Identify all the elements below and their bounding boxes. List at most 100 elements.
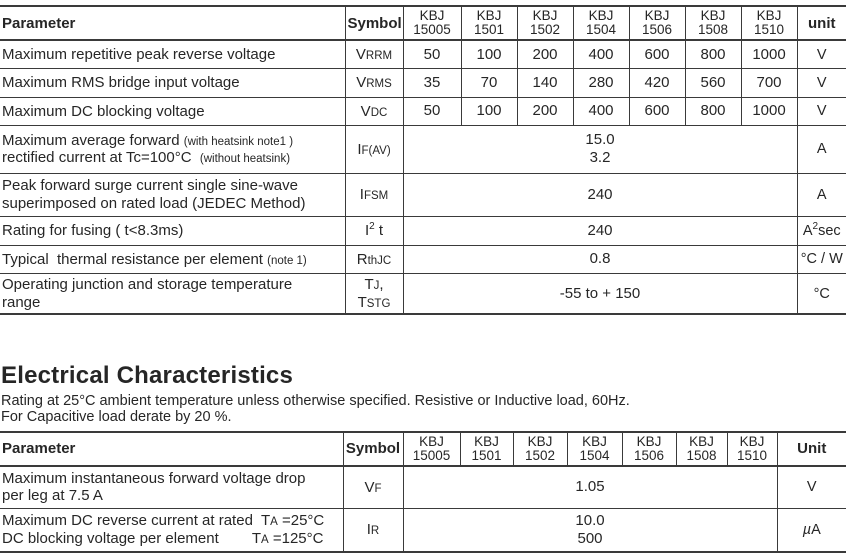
value-cell: 70 — [461, 68, 518, 98]
column-header-model: KBJ 1501 — [460, 430, 514, 468]
text-run: T — [357, 293, 367, 311]
section-subtitle-line2: For Capacitive load derate by 20 %. — [1, 409, 232, 426]
text-run: T — [364, 276, 374, 294]
value-cell: 1000 — [741, 40, 798, 69]
text-run: Maximum DC blocking voltage — [2, 102, 205, 120]
parameter-cell: Maximum average forward (with heatsink n… — [0, 125, 346, 174]
table-row: Maximum DC reverse current at rated TA =… — [0, 508, 846, 553]
value-cell: 1000 — [741, 97, 798, 126]
electrical-characteristics-title: Electrical Characteristics — [1, 362, 294, 390]
value-cell: 600 — [629, 40, 686, 69]
text-run: Maximum DC reverse current at rated T — [2, 512, 271, 530]
parameter-cell: Maximum instantaneous forward voltage dr… — [0, 466, 344, 509]
value-cell: 200 — [517, 40, 574, 69]
text-run: V — [364, 478, 375, 496]
symbol-cell: VRRM — [345, 40, 404, 69]
value-cell-merged: 10.0 500 — [403, 508, 778, 553]
text-run: R — [370, 525, 380, 538]
column-header-parameter: Parameter — [0, 430, 344, 468]
text-run: A — [270, 516, 278, 529]
text-run: I — [357, 140, 362, 158]
value-cell: 100 — [461, 97, 518, 126]
text-run: R — [356, 250, 368, 268]
symbol-cell: IF(AV) — [345, 125, 404, 174]
value-cell-merged: -55 to + 150 — [403, 273, 798, 316]
parameter-cell: Maximum RMS bridge input voltage — [0, 68, 346, 98]
value-cell: 560 — [685, 68, 742, 98]
parameter-cell: Maximum DC blocking voltage — [0, 97, 346, 126]
symbol-cell: VF — [343, 466, 404, 509]
text-run: DC — [370, 106, 388, 119]
column-header-unit: unit — [797, 4, 846, 42]
value-cell: 420 — [629, 68, 686, 98]
table-row: Peak forward surge current single sine-w… — [0, 173, 846, 217]
symbol-cell: RthJC — [345, 245, 404, 274]
text-run: thJC — [367, 254, 392, 267]
value-cell: 50 — [403, 97, 462, 126]
text-run: 2 — [812, 221, 819, 233]
text-run: =25°C — [277, 512, 325, 530]
unit-cell: V — [797, 97, 846, 126]
value-cell: 400 — [573, 40, 630, 69]
text-run: A — [811, 521, 821, 538]
text-run: (without heatsink) — [199, 153, 291, 166]
column-header-model: KBJ 1504 — [567, 430, 623, 468]
parameter-cell: Operating junction and storage temperatu… — [0, 273, 346, 316]
text-run: , — [379, 276, 384, 294]
symbol-cell: IFSM — [345, 173, 404, 217]
column-header-model: KBJ 1501 — [461, 4, 518, 42]
text-run: F — [374, 482, 382, 495]
value-cell-merged: 240 — [403, 216, 798, 246]
text-run: °C — [813, 285, 830, 302]
column-header-model: KBJ 1510 — [741, 4, 798, 42]
table-row: Maximum repetitive peak reverse voltage V… — [0, 40, 846, 69]
value-cell-merged: 0.8 — [403, 245, 798, 274]
maximum-ratings-table: Parameter Symbol KBJ 15005 KBJ 1501 KBJ 1502 KBJ… — [0, 4, 846, 316]
unit-cell: °C — [797, 273, 846, 316]
text-run: per leg at 7.5 A — [2, 487, 103, 505]
value-cell: 50 — [403, 40, 462, 69]
value-cell: 280 — [573, 68, 630, 98]
text-run: A — [816, 186, 827, 203]
value-cell-merged: 15.0 3.2 — [403, 125, 798, 174]
text-run: DC blocking voltage per element T — [2, 529, 262, 547]
text-run: Operating junction and storage temperatu… — [2, 275, 293, 293]
electrical-characteristics-table: Parameter Symbol KBJ 15005 KBJ 1501 KBJ 1502 KBJ… — [0, 430, 846, 553]
column-header-model: KBJ 1502 — [517, 4, 574, 42]
unit-cell: A2sec — [797, 216, 846, 246]
text-run: Maximum instantaneous forward voltage dr… — [2, 469, 306, 487]
text-run: J — [373, 280, 380, 293]
unit-cell: V — [797, 68, 846, 98]
value-cell-merged: 240 — [403, 173, 798, 217]
text-run: I — [359, 186, 364, 204]
text-run: V — [816, 46, 827, 63]
value-cell: 800 — [685, 40, 742, 69]
text-run: 2 — [369, 221, 375, 233]
text-run: RMS — [366, 78, 392, 91]
value-cell: 600 — [629, 97, 686, 126]
unit-cell: µA — [777, 508, 846, 553]
column-header-model: KBJ 1506 — [622, 430, 677, 468]
datasheet-page: Parameter Symbol KBJ 15005 KBJ 1501 KBJ 1502 KBJ… — [0, 4, 846, 553]
text-run: FSM — [363, 190, 389, 203]
text-run: V — [816, 103, 827, 120]
column-header-model: KBJ 15005 — [403, 430, 461, 468]
parameter-cell: Maximum repetitive peak reverse voltage — [0, 40, 346, 69]
text-run: (with heatsink note1 ) — [183, 135, 294, 148]
column-header-model: KBJ 1506 — [629, 4, 686, 42]
unit-cell: V — [777, 466, 846, 509]
text-run: sec — [818, 222, 841, 239]
text-run: V — [356, 74, 367, 92]
column-header-model: KBJ 1502 — [513, 430, 568, 468]
text-run: V — [355, 45, 366, 63]
text-run: °C / W — [800, 251, 843, 268]
value-cell: 35 — [403, 68, 462, 98]
value-cell: 800 — [685, 97, 742, 126]
unit-cell: °C / W — [797, 245, 846, 274]
text-run: STG — [366, 297, 391, 310]
value-cell: 140 — [517, 68, 574, 98]
unit-cell: V — [797, 40, 846, 69]
text-run: A — [802, 222, 813, 239]
text-run: A — [261, 533, 269, 546]
text-run: =125°C — [268, 529, 324, 547]
